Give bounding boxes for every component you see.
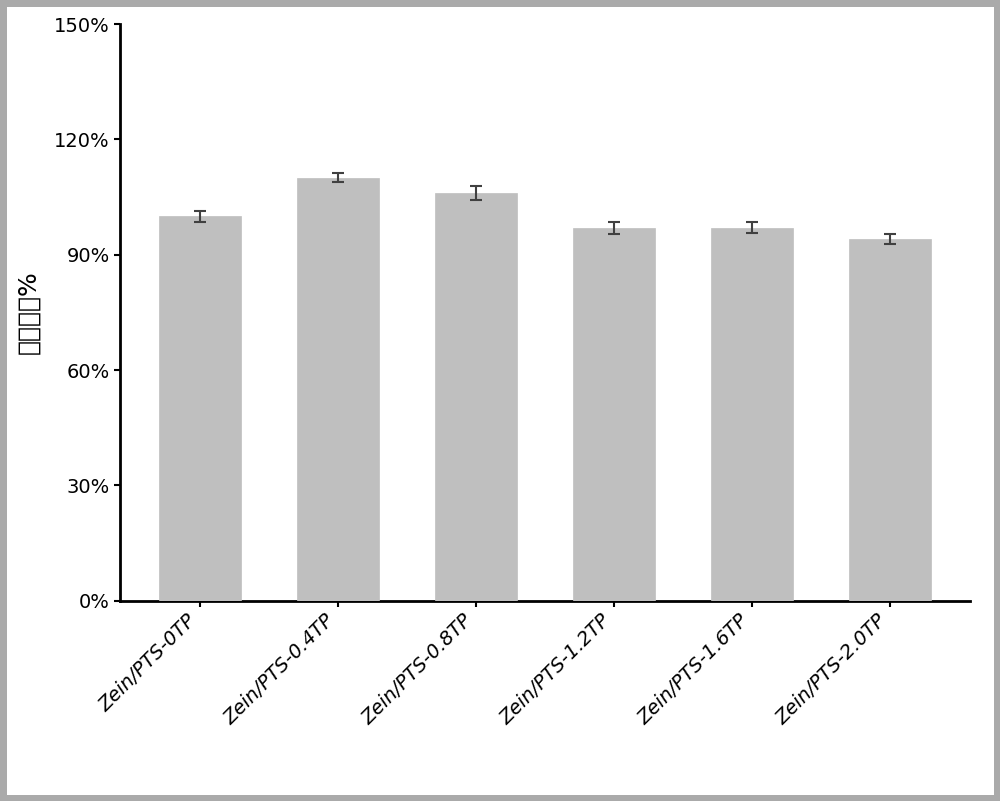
Bar [849,239,931,601]
Bar [711,227,793,601]
Bar [435,193,517,601]
Y-axis label: 细胞活性%: 细胞活性% [16,271,40,354]
Bar [573,227,655,601]
Bar [159,216,241,601]
Bar [297,178,379,601]
